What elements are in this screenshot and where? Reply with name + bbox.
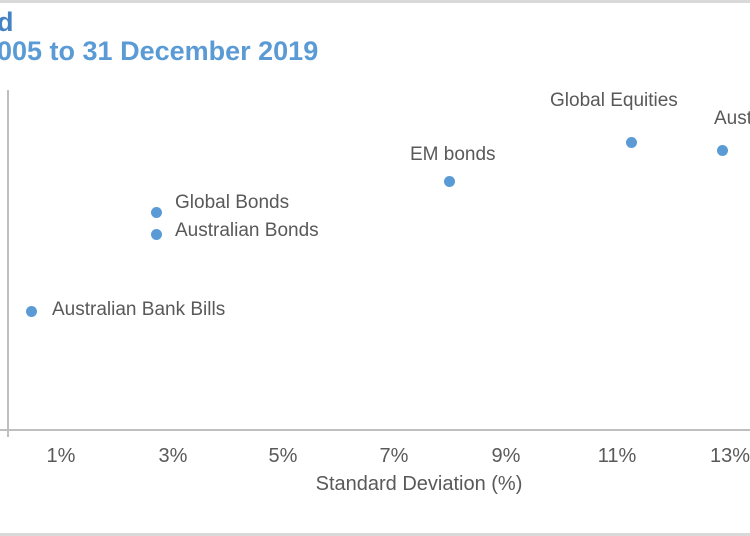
bottom-border-rule [0,533,750,536]
data-point-label: Australian Bank Bills [52,299,226,320]
top-border-rule [0,0,750,3]
x-tick-label: 13% [709,445,750,467]
y-axis-line [7,90,9,437]
x-tick-label: 7% [379,445,409,467]
data-point-label: Australian Bonds [175,220,319,241]
data-point [716,144,728,156]
x-axis-line [0,429,750,431]
x-tick-label: 3% [158,445,188,467]
data-point [25,305,37,317]
chart-title: d 005 to 31 December 2019 [0,8,318,65]
data-point [150,206,162,218]
x-axis-title: Standard Deviation (%) [315,473,523,495]
data-point [150,228,162,240]
chart-title-line2: 005 to 31 December 2019 [0,36,319,66]
x-tick-label: 9% [491,445,521,467]
x-tick-label: 11% [597,445,637,467]
data-point [625,136,637,148]
data-point-label: Global Bonds [175,192,290,213]
data-point-label: Global Equities [550,90,678,111]
x-tick-label: 1% [46,445,76,467]
chart-title-line1: d [0,7,14,37]
data-point [443,175,455,187]
data-point-label: EM bonds [410,144,496,165]
data-point-label: Aust [714,108,750,129]
x-tick-label: 5% [268,445,298,467]
